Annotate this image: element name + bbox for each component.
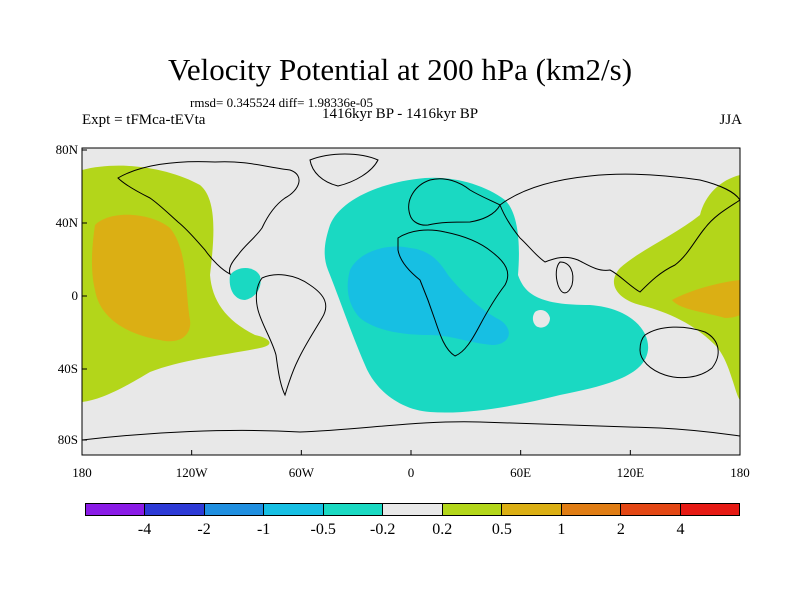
colorbar-label: 4	[676, 521, 685, 538]
colorbar-box	[442, 504, 503, 515]
x-tick-label: 180	[730, 465, 750, 480]
colorbar-label: 1	[557, 521, 566, 538]
colorbar-box	[145, 504, 205, 515]
experiment-label: Expt = tFMca-tEVta	[82, 112, 206, 128]
x-tick-label: 120W	[175, 465, 208, 480]
region-atlantic-negative	[324, 177, 649, 413]
colorbar	[85, 503, 740, 516]
colorbar-box	[383, 504, 443, 515]
region-gray-patch	[532, 310, 550, 328]
coast-south-america	[255, 274, 327, 397]
colorbar-box	[680, 504, 739, 515]
colorbar-label: 0.5	[491, 521, 512, 538]
x-tick-label: 60W	[288, 465, 314, 480]
colorbar-label: -1	[256, 521, 271, 538]
period-label: 1416kyr BP - 1416kyr BP	[321, 106, 479, 122]
y-tick-label: 80N	[55, 142, 78, 157]
region-westpacific-core	[672, 280, 740, 318]
colorbar-label: 2	[616, 521, 625, 538]
coast-australia	[639, 326, 719, 379]
coast-india	[555, 261, 574, 294]
region-atlantic-core	[347, 246, 509, 345]
y-tick-label: 40N	[55, 215, 78, 230]
coast-asia	[499, 173, 740, 293]
colorbar-box	[204, 504, 265, 515]
region-westpacific-positive	[613, 175, 740, 400]
season-label: JJA	[719, 112, 742, 128]
colorbar-box	[621, 504, 681, 515]
region-pacific-core	[91, 214, 191, 342]
x-tick-label: 60E	[510, 465, 532, 480]
colorbar-box	[323, 504, 384, 515]
colorbar-box	[86, 504, 146, 515]
x-tick-label: 0	[407, 465, 415, 480]
coast-antarctica	[82, 421, 740, 441]
colorbar-box	[502, 504, 562, 515]
x-axis	[81, 450, 741, 455]
coast-africa	[397, 229, 509, 357]
colorbar-label: -4	[137, 521, 152, 538]
colorbar-label: -2	[197, 521, 211, 538]
x-tick-label: 180	[72, 465, 92, 480]
colorbar-label: -0.2	[370, 521, 396, 538]
coast-north-america	[117, 161, 300, 275]
x-tick-label: 120E	[616, 465, 645, 480]
colorbar-label: -0.5	[310, 521, 336, 538]
colorbar-box	[264, 504, 324, 515]
y-tick-label: 40S	[57, 361, 78, 376]
y-tick-label: 80S	[57, 432, 78, 447]
colorbar-box	[561, 504, 622, 515]
chart-title: Velocity Potential at 200 hPa (km2/s)	[167, 52, 633, 87]
y-tick-label: 0	[71, 288, 79, 303]
region-centralamerica-negative	[229, 267, 261, 300]
coast-greenland	[309, 153, 379, 187]
coastlines	[82, 153, 740, 441]
rmsd-label: rmsd= 0.345524 diff= 1.98336e-05	[190, 95, 374, 110]
colorbar-label: 0.2	[432, 521, 453, 538]
y-axis	[82, 149, 87, 441]
